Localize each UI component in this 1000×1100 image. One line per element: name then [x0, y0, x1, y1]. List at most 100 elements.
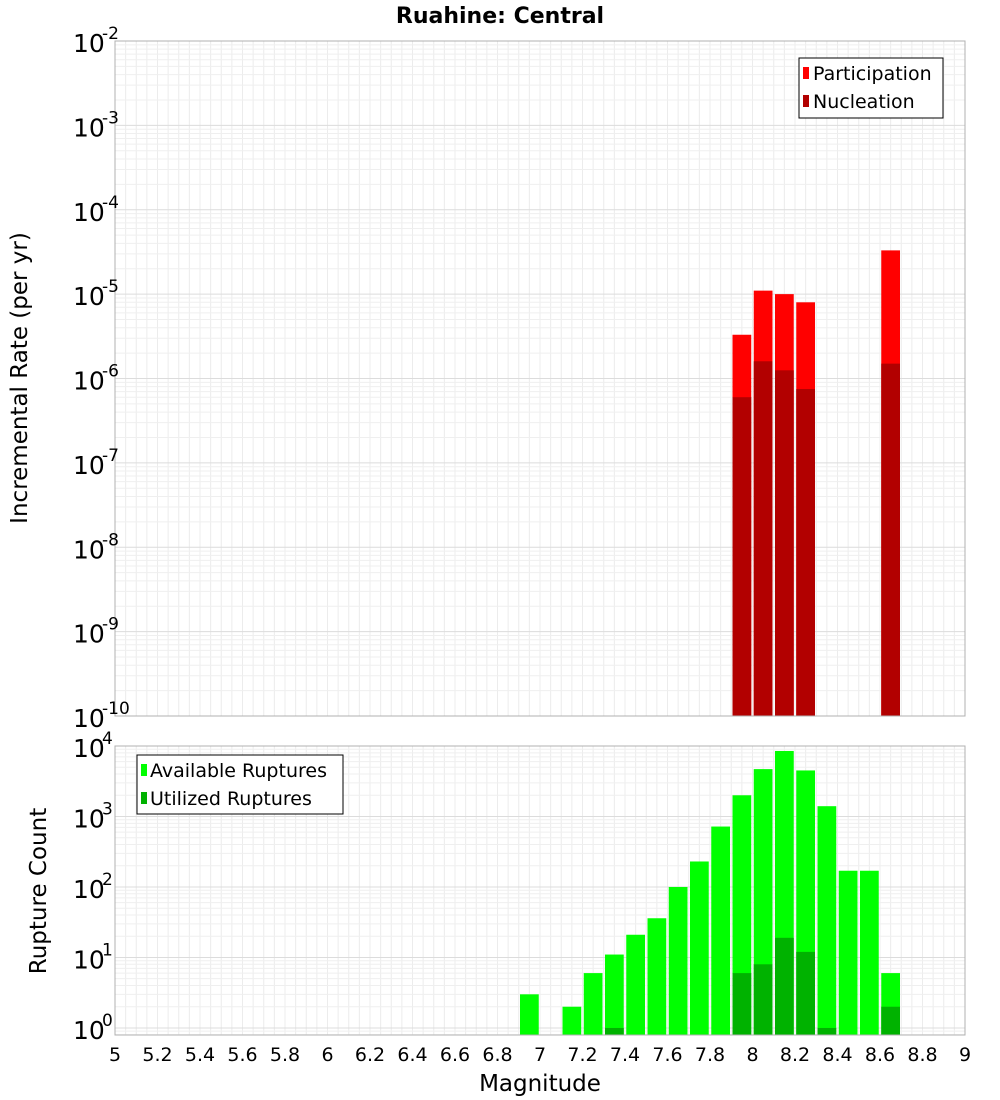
legend-swatch-utilized: [141, 792, 147, 804]
legend-label-available: Available Ruptures: [150, 760, 327, 782]
y-tick-label: 104: [73, 729, 113, 763]
legend-swatch-available: [141, 764, 147, 776]
top-plot-frame: [114, 40, 966, 717]
legend-swatch-nucleation: [803, 95, 809, 107]
x-tick-labels: 5 5.2 5.4 5.6 5.8 6 6.2 6.4 6.6 6.8 7 7.2 7.4 7.6 7.8 8…: [109, 1044, 971, 1066]
y-tick-exponent: -3: [102, 108, 119, 128]
y-tick-label: 10-7: [73, 446, 119, 480]
x-tick-label: 8: [746, 1044, 758, 1066]
legend-label-utilized: Utilized Ruptures: [150, 788, 312, 810]
top-legend-box: [798, 57, 944, 119]
y-tick-exponent: 2: [102, 870, 113, 890]
utilized-ruptures-bar: [605, 1027, 624, 1035]
y-tick-label: 101: [73, 940, 113, 974]
bottom-y-axis-label: Rupture Count: [26, 808, 52, 974]
x-tick-label: 5.4: [185, 1044, 215, 1066]
available-ruptures-bar: [520, 994, 539, 1035]
y-tick-exponent: 1: [102, 940, 113, 960]
y-tick-base: 10: [73, 945, 105, 974]
y-tick-base: 10: [73, 535, 105, 564]
top-y-axis-label: Incremental Rate (per yr): [7, 232, 33, 524]
top-bars: [732, 250, 900, 717]
x-tick-label: 6: [321, 1044, 333, 1066]
y-tick-base: 10: [73, 1016, 105, 1045]
x-tick-label: 7.4: [610, 1044, 640, 1066]
nucleation-bar: [732, 397, 752, 716]
y-tick-base: 10: [73, 620, 105, 649]
available-ruptures-bar: [605, 954, 624, 1035]
available-ruptures-bar: [562, 1006, 582, 1035]
x-tick-label: 8.8: [907, 1044, 937, 1066]
utilized-ruptures-bar: [817, 1027, 837, 1035]
x-axis-label: Magnitude: [479, 1071, 601, 1097]
x-tick-label: 6.8: [482, 1044, 512, 1066]
nucleation-bar: [753, 361, 773, 716]
available-ruptures-bar: [838, 870, 858, 1035]
y-tick-label: 10-6: [73, 362, 119, 396]
bottom-plot-frame: [114, 745, 966, 1036]
utilized-ruptures-bar: [732, 973, 752, 1035]
bottom-legend-box: [136, 754, 344, 815]
x-tick-label: 7.8: [695, 1044, 725, 1066]
y-tick-label: 10-3: [73, 108, 119, 142]
x-tick-label: 7: [534, 1044, 546, 1066]
y-tick-label: 10-8: [73, 530, 119, 564]
x-tick-label: 5.6: [227, 1044, 257, 1066]
x-tick-label: 8.4: [822, 1044, 852, 1066]
legend-label-participation: Participation: [813, 63, 932, 85]
y-tick-exponent: -4: [102, 193, 119, 213]
utilized-ruptures-bar: [753, 964, 773, 1035]
x-tick-label: 8.2: [780, 1044, 810, 1066]
y-tick-exponent: -8: [102, 530, 119, 550]
nucleation-bar: [775, 370, 794, 716]
y-tick-exponent: 0: [102, 1011, 113, 1031]
chart-title: Ruahine: Central: [396, 4, 604, 29]
y-tick-label: 10-5: [73, 277, 119, 311]
y-tick-base: 10: [73, 704, 105, 733]
x-tick-label: 9: [959, 1044, 971, 1066]
utilized-ruptures-bar: [881, 1006, 900, 1035]
legend-swatch-participation: [803, 67, 809, 79]
y-tick-exponent: -5: [102, 277, 119, 297]
top-grid: [114, 41, 966, 717]
available-ruptures-bar: [690, 861, 709, 1035]
available-ruptures-bar: [711, 826, 730, 1035]
y-tick-exponent: -10: [102, 699, 130, 719]
available-ruptures-bar: [817, 806, 837, 1035]
y-tick-label: 10-2: [73, 24, 119, 58]
bottom-legend: Available Ruptures Utilized Ruptures: [136, 754, 344, 815]
x-tick-label: 6.6: [440, 1044, 470, 1066]
y-tick-exponent: -6: [102, 362, 119, 382]
y-tick-base: 10: [73, 29, 105, 58]
y-tick-label: 103: [73, 799, 113, 833]
x-tick-label: 6.4: [397, 1044, 427, 1066]
y-tick-label: 102: [73, 870, 113, 904]
top-legend: Participation Nucleation: [798, 57, 944, 119]
y-tick-exponent: -9: [102, 615, 119, 635]
available-ruptures-bar: [647, 918, 667, 1035]
x-tick-label: 8.6: [865, 1044, 895, 1066]
x-tick-label: 5.2: [142, 1044, 172, 1066]
nucleation-bar: [796, 389, 815, 716]
y-tick-base: 10: [73, 367, 105, 396]
y-tick-label: 10-10: [73, 699, 130, 733]
x-tick-label: 5.8: [270, 1044, 300, 1066]
legend-label-nucleation: Nucleation: [813, 91, 915, 113]
y-tick-label: 100: [73, 1011, 113, 1045]
y-tick-exponent: -2: [102, 24, 119, 44]
y-tick-base: 10: [73, 198, 105, 227]
y-tick-label: 10-9: [73, 615, 119, 649]
utilized-ruptures-bar: [775, 937, 794, 1035]
available-ruptures-bar: [668, 886, 688, 1035]
available-ruptures-bar: [583, 973, 603, 1035]
y-tick-base: 10: [73, 804, 105, 833]
y-tick-label: 10-4: [73, 193, 119, 227]
y-tick-base: 10: [73, 451, 105, 480]
nucleation-bar: [881, 363, 900, 716]
y-tick-base: 10: [73, 875, 105, 904]
y-tick-base: 10: [73, 282, 105, 311]
x-tick-label: 7.2: [567, 1044, 597, 1066]
